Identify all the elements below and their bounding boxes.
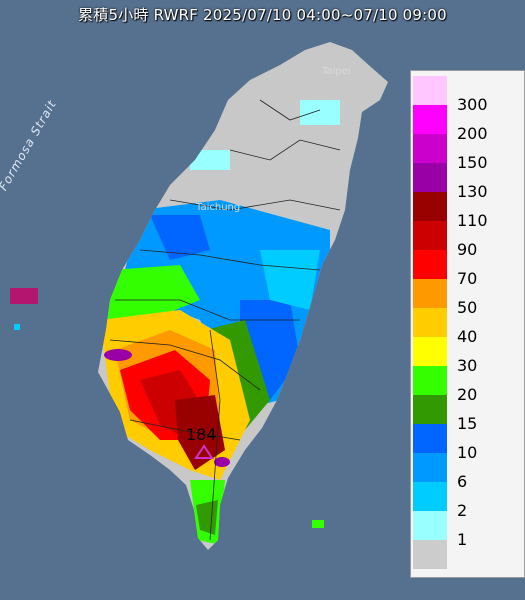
legend-swatch (413, 279, 447, 308)
penghu-islands (10, 288, 38, 304)
legend-label: 30 (457, 356, 478, 375)
legend-swatch (413, 192, 447, 221)
max-marker-value: 184 (186, 425, 217, 444)
legend-label: 300 (457, 95, 488, 114)
legend-swatch (413, 424, 447, 453)
map-title: 累積5小時 RWRF 2025/07/10 04:00~07/10 09:00 (78, 6, 447, 24)
legend-swatch (413, 76, 447, 105)
legend-swatch (413, 453, 447, 482)
islet (14, 324, 20, 330)
legend-swatch (413, 366, 447, 395)
legend-swatch (413, 221, 447, 250)
rainfall-fill (100, 100, 340, 545)
legend-label: 15 (457, 414, 478, 433)
legend-label: 10 (457, 443, 478, 462)
legend-label: 6 (457, 472, 468, 491)
legend-swatch (413, 163, 447, 192)
legend-label: 2 (457, 501, 468, 520)
legend-swatch (413, 395, 447, 424)
lanyu-island (312, 520, 324, 528)
legend-label: 200 (457, 124, 488, 143)
legend-swatch (413, 540, 447, 569)
legend-label: 70 (457, 269, 478, 288)
city-label-taipei: Taipei (322, 66, 351, 77)
legend-swatch (413, 511, 447, 540)
legend-label: 40 (457, 327, 478, 346)
legend-swatch (413, 482, 447, 511)
legend-swatch (413, 308, 447, 337)
legend-label: 130 (457, 182, 488, 201)
legend-label: 1 (457, 530, 468, 549)
legend-swatch (413, 105, 447, 134)
legend-swatch (413, 250, 447, 279)
legend-label: 150 (457, 153, 488, 172)
legend-label: 50 (457, 298, 478, 317)
legend-swatch (413, 337, 447, 366)
city-label-taichung: Taichung (196, 202, 241, 213)
legend-label: 110 (457, 211, 488, 230)
legend-label: 20 (457, 385, 478, 404)
max-marker-icon (194, 444, 214, 459)
county-boundaries (109, 99, 341, 541)
legend-swatch (413, 134, 447, 163)
legend-label: 90 (457, 240, 478, 259)
legend: 300 200 150 130 110 90 70 50 40 30 20 15 10 6 2 1 (413, 76, 521, 572)
